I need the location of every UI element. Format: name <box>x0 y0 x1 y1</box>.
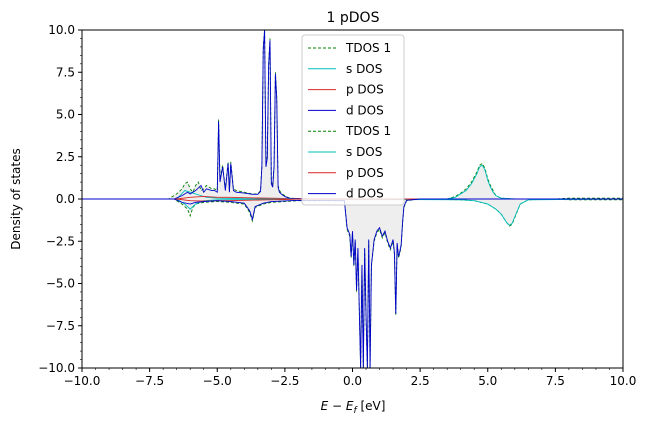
series-line-1 <box>82 164 623 200</box>
y-axis-ticks: −10.0 −7.5 −5.0 −2.5 0.0 2.5 5.0 7.5 10.0 <box>38 23 82 375</box>
series-line-5 <box>82 198 624 226</box>
x-axis-label: E − Ef [eV] <box>321 399 386 416</box>
series-line-7 <box>82 198 623 369</box>
x-tick-label: 5.0 <box>478 374 497 388</box>
legend-label: s DOS <box>346 62 382 76</box>
y-tick-label: −2.5 <box>46 234 75 248</box>
y-tick-label: −7.5 <box>46 319 75 333</box>
series-line-6 <box>82 198 623 202</box>
legend-label: d DOS <box>346 187 384 201</box>
x-tick-label: 2.5 <box>411 374 430 388</box>
x-tick-label: 0.0 <box>343 374 362 388</box>
tdos-fill-4 <box>82 199 623 368</box>
legend-label: p DOS <box>346 166 384 180</box>
y-tick-label: 0.0 <box>56 192 75 206</box>
y-axis-label: Density of states <box>9 148 23 249</box>
legend-label: s DOS <box>346 145 382 159</box>
y-tick-label: −5.0 <box>46 277 75 291</box>
x-tick-label: 7.5 <box>546 374 565 388</box>
x-tick-label: −5.0 <box>203 374 232 388</box>
legend: TDOS 1 s DOS p DOS d DOS TDOS 1 s DOS p DOS d D… <box>301 34 405 206</box>
x-tick-label: −2.5 <box>270 374 299 388</box>
series-line-0 <box>82 29 623 200</box>
chart-title: 1 pDOS <box>327 10 380 26</box>
x-tick-label: −7.5 <box>135 374 164 388</box>
y-tick-label: 7.5 <box>56 65 75 79</box>
y-tick-label: −10.0 <box>38 361 75 375</box>
series-line-3 <box>82 29 623 200</box>
x-tick-label: 10.0 <box>610 374 637 388</box>
series-line-2 <box>82 196 623 200</box>
legend-label: d DOS <box>346 103 384 117</box>
legend-label: TDOS 1 <box>345 124 391 138</box>
y-tick-label: 5.0 <box>56 108 75 122</box>
y-tick-label: 2.5 <box>56 150 75 164</box>
legend-label: TDOS 1 <box>345 41 391 55</box>
legend-box <box>301 34 405 206</box>
series-lines <box>82 29 624 369</box>
y-tick-label: 10.0 <box>48 23 75 37</box>
x-tick-label: −10.0 <box>64 374 101 388</box>
x-axis-ticks: −10.0 −7.5 −5.0 −2.5 0.0 2.5 5.0 7.5 10.0 <box>64 368 637 388</box>
plot-frame <box>81 29 624 369</box>
legend-label: p DOS <box>346 83 384 97</box>
